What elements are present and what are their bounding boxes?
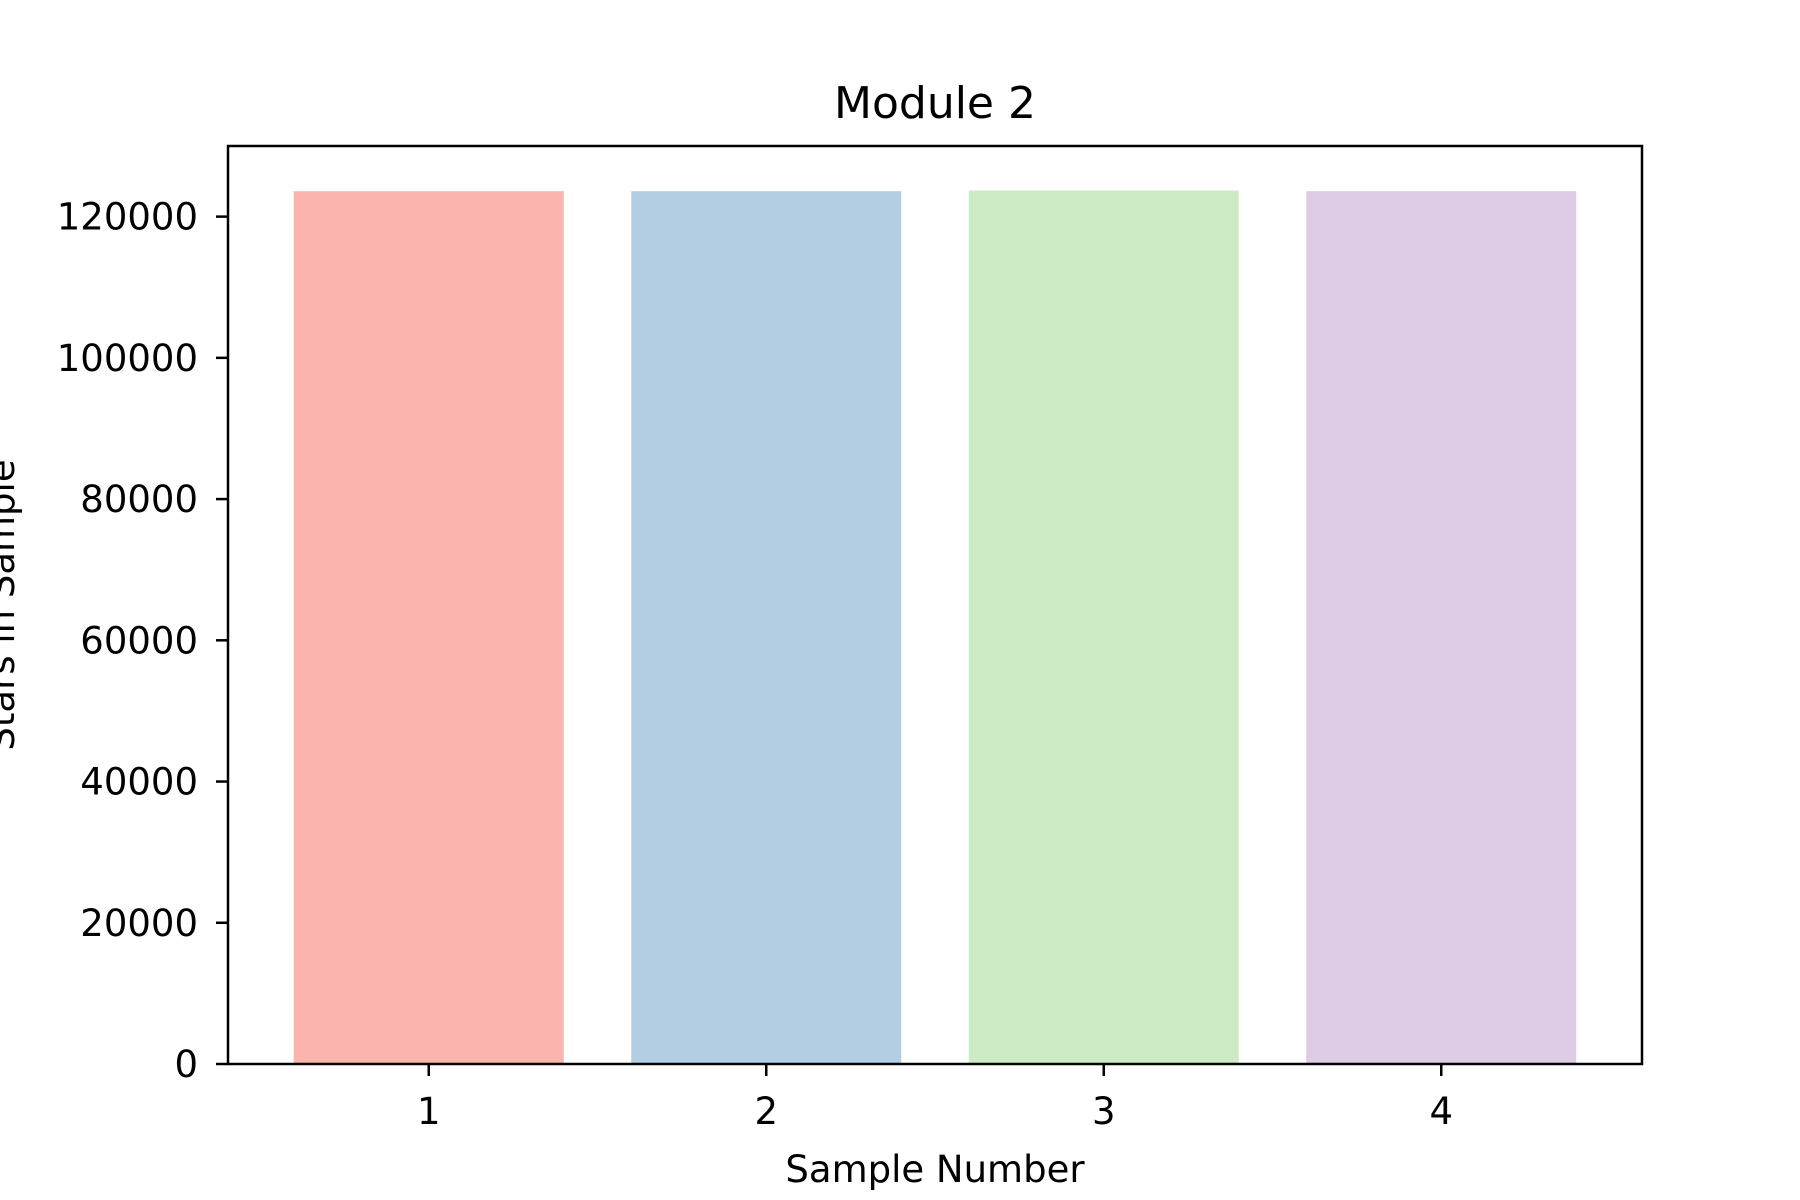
chart-title: Module 2 bbox=[834, 78, 1036, 129]
bar-3 bbox=[968, 190, 1239, 1065]
y-tick-label-80000: 80000 bbox=[80, 478, 198, 521]
x-tick-label-3: 3 bbox=[1092, 1090, 1116, 1133]
y-tick-label-100000: 100000 bbox=[57, 337, 198, 380]
y-tick-label-40000: 40000 bbox=[80, 761, 198, 804]
x-tick-label-1: 1 bbox=[417, 1090, 441, 1133]
y-tick-label-20000: 20000 bbox=[80, 902, 198, 945]
y-tick-label-120000: 120000 bbox=[57, 196, 198, 239]
x-tick-label-2: 2 bbox=[754, 1090, 778, 1133]
y-tick-label-60000: 60000 bbox=[80, 619, 198, 662]
y-tick-label-0: 0 bbox=[174, 1043, 198, 1086]
bar-1 bbox=[293, 191, 564, 1064]
bar-4 bbox=[1306, 191, 1577, 1064]
bar-2 bbox=[631, 191, 902, 1064]
x-axis-title: Sample Number bbox=[785, 1148, 1085, 1191]
x-axis: 1 2 3 4 bbox=[417, 1064, 1453, 1133]
bars-layer bbox=[293, 190, 1577, 1065]
y-axis: 0 20000 40000 60000 80000 100000 120000 bbox=[57, 196, 228, 1086]
y-axis-title: Stars in Sample bbox=[0, 459, 23, 750]
plot-frame bbox=[226, 144, 1644, 1066]
x-tick-label-4: 4 bbox=[1429, 1090, 1453, 1133]
